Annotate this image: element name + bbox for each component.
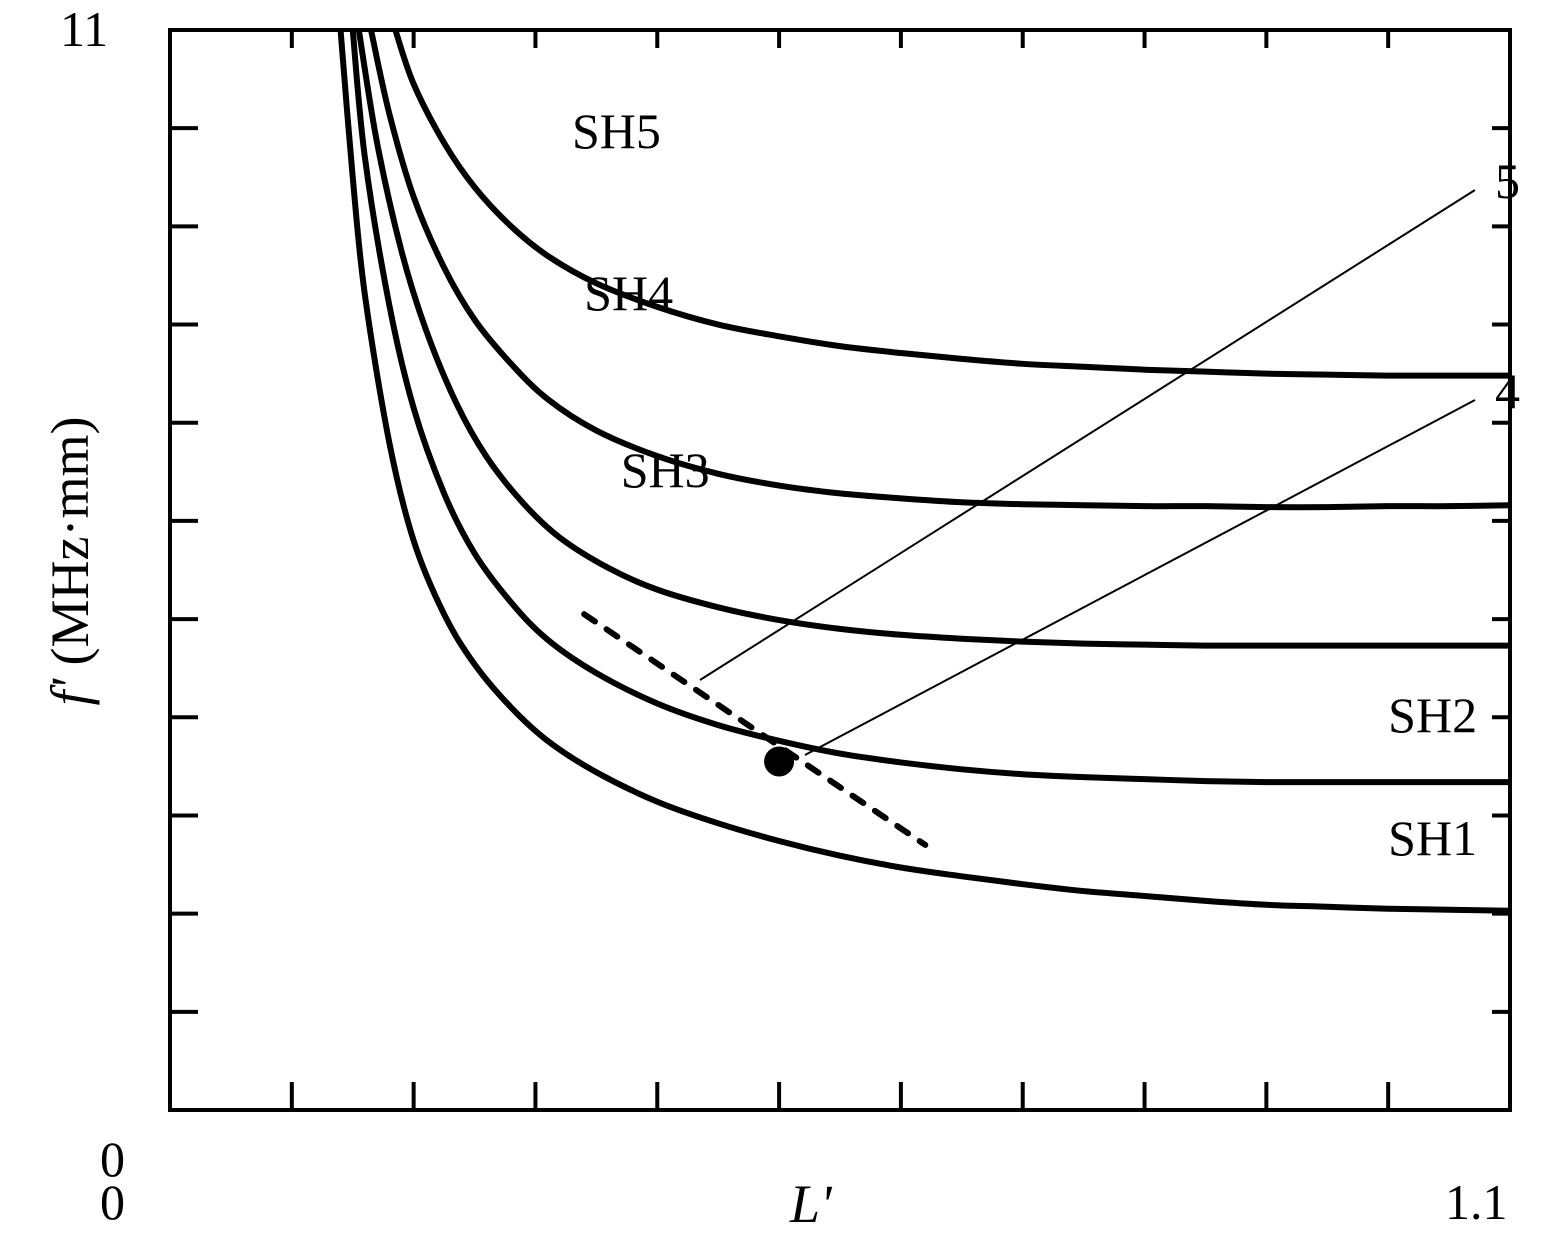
y-tick-max: 11 bbox=[60, 0, 108, 58]
chart-svg bbox=[0, 0, 1544, 1254]
curve-label-sh3: SH3 bbox=[621, 441, 710, 499]
x-tick-min: 0 bbox=[100, 1173, 125, 1231]
callout-label-4: 4 bbox=[1495, 362, 1520, 420]
callout-label-5: 5 bbox=[1495, 152, 1520, 210]
curve-label-sh2: SH2 bbox=[1388, 686, 1477, 744]
dispersion-curves-chart: f' (MHz·mm) L' 11 0 0 1.1 SH5 SH4 SH3 SH… bbox=[0, 0, 1544, 1254]
x-tick-max: 1.1 bbox=[1445, 1173, 1508, 1231]
x-axis-label: L' bbox=[790, 1173, 832, 1235]
curve-label-sh5: SH5 bbox=[572, 102, 661, 160]
y-axis-symbol: f' bbox=[40, 679, 100, 706]
y-axis-label: f' (MHz·mm) bbox=[39, 381, 101, 741]
curve-label-sh1: SH1 bbox=[1388, 809, 1477, 867]
x-axis-symbol: L' bbox=[790, 1174, 832, 1234]
y-axis-units: (MHz·mm) bbox=[40, 417, 100, 666]
curve-label-sh4: SH4 bbox=[584, 264, 673, 322]
